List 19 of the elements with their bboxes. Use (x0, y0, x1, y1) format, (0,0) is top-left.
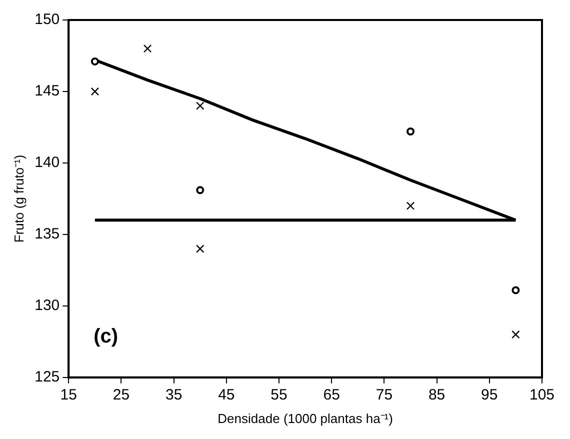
x-tick-label: 45 (218, 386, 235, 404)
y-tick-label: 135 (34, 226, 60, 243)
x-tick-label: 95 (481, 386, 498, 404)
y-tick-label: 145 (34, 82, 60, 100)
x-tick-label: 85 (428, 386, 446, 404)
y-tick-label: 150 (34, 11, 60, 28)
x-tick-label: 65 (323, 386, 340, 404)
y-axis-title: Fruto (g fruto⁻¹) (11, 154, 26, 243)
x-tick-label: 35 (165, 386, 182, 404)
x-tick-label: 25 (112, 386, 130, 404)
y-tick-label: 130 (34, 297, 60, 314)
x-axis-title: Densidade (1000 plantas ha⁻¹) (218, 410, 393, 426)
annotation: (c) (94, 325, 118, 348)
x-tick-label: 75 (376, 386, 393, 404)
y-tick-label: 140 (34, 154, 60, 172)
x-tick-label: 15 (60, 386, 77, 404)
x-tick-label: 55 (270, 386, 288, 404)
y-tick-label: 125 (34, 368, 60, 386)
x-tick-label: 105 (529, 386, 555, 404)
